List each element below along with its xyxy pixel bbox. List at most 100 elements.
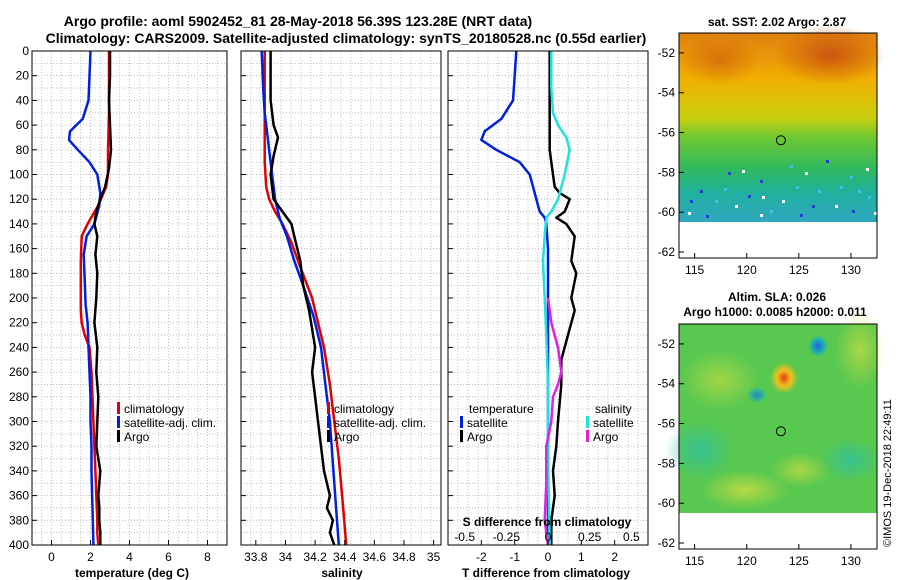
sst-speck [762, 196, 765, 199]
map-y-tick-label: -62 [658, 245, 676, 259]
sla-low-patch [665, 420, 735, 480]
sst-speck [835, 205, 838, 208]
series-line-argo [269, 51, 336, 546]
legend-label-t-satellite: satellite [467, 416, 508, 430]
x-top-tick-label: 0.25 [578, 530, 602, 544]
x-top-tick-label: 0 [545, 530, 552, 544]
y-tick-label: 280 [9, 390, 29, 404]
difference-legend-salinity: salinity satellite Argo [586, 402, 634, 444]
y-tick-label: 160 [9, 242, 29, 256]
legend-label-s-argo: Argo [593, 430, 619, 444]
sla-high-patch [770, 452, 830, 488]
x-tick-label: 4 [126, 550, 133, 564]
x-tick-label: 35 [427, 550, 441, 564]
sst-map [678, 25, 885, 259]
difference-top-xlabel: S difference from climatology [463, 515, 632, 529]
map-y-tick-label: -52 [658, 46, 676, 60]
sla-low-patch [820, 438, 880, 482]
y-tick-label: 320 [9, 439, 29, 453]
sla-eddy-negative [747, 387, 767, 403]
sst-speck [790, 165, 793, 168]
legend-title-salinity: salinity [595, 402, 632, 416]
sst-speck [850, 176, 853, 179]
legend-label-climatology: climatology [334, 402, 394, 416]
x-top-tick-label: 0.5 [623, 530, 640, 544]
sst-speck [748, 195, 751, 198]
y-tick-label: 80 [16, 143, 30, 157]
sst-warm-patch [775, 25, 885, 85]
legend-swatch-satellite [117, 416, 120, 428]
y-tick-label: 360 [9, 489, 29, 503]
map-y-tick-label: -52 [658, 337, 676, 351]
sst-speck [800, 214, 803, 217]
legend-label-climatology: climatology [124, 402, 184, 416]
sla-high-patch [700, 470, 790, 510]
difference-panel: -2 -1 0 1 2 -0.5 -0.25 0 0.25 0.5 [447, 50, 649, 564]
y-tick-label: 400 [9, 538, 29, 552]
y-tick-label: 140 [9, 217, 29, 231]
x-tick-label: 0 [545, 550, 552, 564]
series-line-salinity-argo [543, 297, 563, 546]
sst-frame [678, 32, 878, 259]
map-y-tick-label: -54 [658, 377, 676, 391]
sst-speck [826, 160, 829, 163]
temperature-legend: climatology satellite-adj. clim. Argo [117, 402, 216, 444]
y-tick-label: 20 [16, 69, 30, 83]
y-tick-label: 380 [9, 513, 29, 527]
sst-speck [688, 212, 691, 215]
sst-speck [866, 168, 869, 171]
sst-float-marker [775, 135, 786, 146]
map-x-tick-label: 115 [685, 554, 704, 568]
map-y-tick-label: -54 [658, 86, 676, 100]
sst-speck [700, 190, 703, 193]
series-line-temperature-argo [548, 51, 578, 545]
sla-title-line1: Altim. SLA: 0.026 [728, 290, 826, 304]
salinity-panel: 33.8 34 34.2 34.4 34.6 34.8 35 [240, 50, 442, 564]
legend-swatch-t-satellite [460, 416, 463, 428]
y-tick-label: 300 [9, 415, 29, 429]
series-line-salinity-satellite [541, 51, 571, 546]
sla-eddy-positive [770, 362, 798, 394]
sla-eddy-negative [808, 335, 828, 357]
salinity-xlabel: salinity [321, 566, 363, 580]
x-tick-label: 2 [87, 550, 94, 564]
legend-title-temperature: temperature [469, 402, 534, 416]
imos-watermark: ©IMOS 19-Dec-2018 22:49:11 [882, 399, 894, 547]
x-tick-label: 6 [165, 550, 172, 564]
legend-swatch-t-argo [460, 430, 463, 442]
y-tick-label: 60 [16, 118, 30, 132]
sst-speck [858, 190, 861, 193]
sst-speck [812, 205, 815, 208]
map-y-tick-label: -56 [658, 417, 676, 431]
map-x-tick-label: 130 [841, 554, 861, 568]
sla-title-line2: Argo h1000: 0.0085 h2000: 0.011 [683, 305, 867, 319]
map-ticks: 115 120 125 130 -52 -54 -56 -58 -60 -62 115 120 125 1… [658, 46, 862, 568]
map-y-tick-label: -58 [658, 456, 676, 470]
y-tick-label: 240 [9, 340, 29, 354]
sst-speck [805, 172, 808, 175]
y-tick-label: 100 [9, 168, 29, 182]
y-tick-label: 180 [9, 266, 29, 280]
legend-label-satellite: satellite-adj. clim. [124, 416, 216, 430]
sst-speck [852, 210, 855, 213]
map-x-tick-label: 115 [685, 263, 704, 277]
legend-swatch-climatology [117, 402, 120, 414]
x-tick-label: 1 [578, 550, 585, 564]
x-tick-label: -2 [476, 550, 487, 564]
sst-speck [724, 188, 727, 191]
title-line2: Climatology: CARS2009. Satellite-adjuste… [46, 30, 647, 46]
x-tick-label: 34 [279, 550, 293, 564]
map-y-tick-label: -56 [658, 126, 676, 140]
x-tick-label: 34.4 [333, 550, 357, 564]
sla-frame [678, 323, 878, 550]
sst-speck [868, 196, 871, 199]
sst-missing-pixels [688, 160, 877, 218]
legend-swatch-s-satellite [586, 416, 589, 428]
y-tick-label: 200 [9, 291, 29, 305]
sst-speck [874, 212, 877, 215]
sst-speck [760, 180, 763, 183]
legend-swatch-argo [327, 430, 330, 442]
legend-label-argo: Argo [124, 430, 150, 444]
sla-float-marker [775, 426, 786, 437]
x-tick-label: 0 [48, 550, 55, 564]
